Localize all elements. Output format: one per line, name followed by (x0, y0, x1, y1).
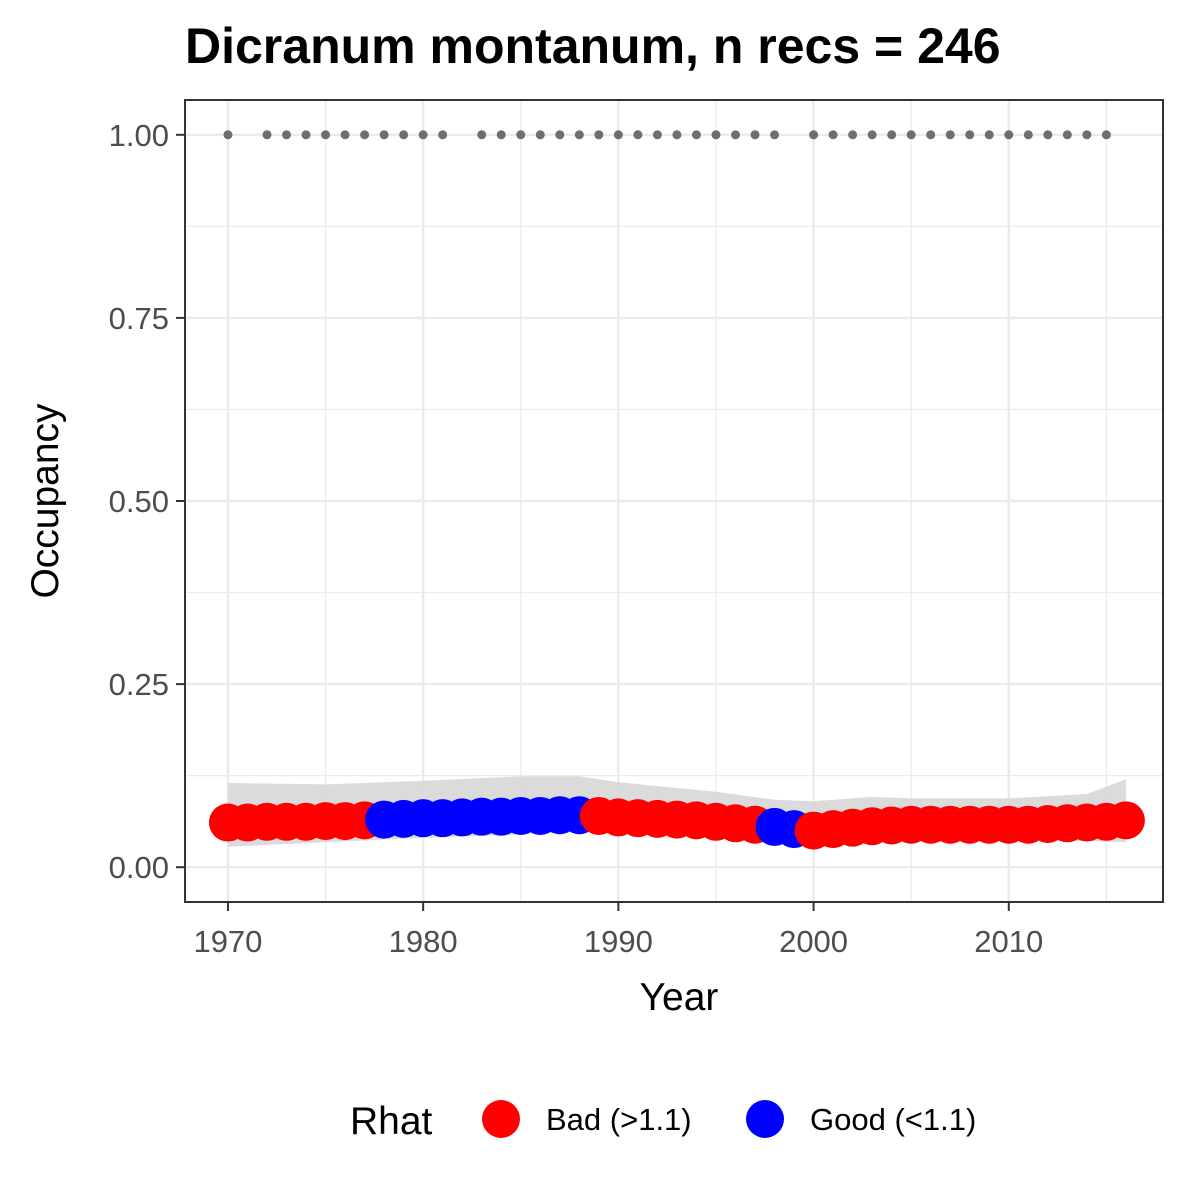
record-point (770, 130, 780, 140)
record-point (906, 130, 916, 140)
legend-key-bad (482, 1100, 520, 1138)
legend-title: Rhat (350, 1100, 433, 1143)
record-point (887, 130, 897, 140)
record-point (691, 130, 701, 140)
record-point (360, 130, 370, 140)
record-point (613, 130, 623, 140)
record-point (809, 130, 819, 140)
record-point (848, 130, 858, 140)
record-point (750, 130, 760, 140)
record-point (926, 130, 936, 140)
record-point (555, 130, 565, 140)
record-point (1101, 130, 1111, 140)
record-point (477, 130, 487, 140)
occupancy-point (1106, 801, 1145, 840)
record-point (1062, 130, 1072, 140)
record-point (945, 130, 955, 140)
record-point (672, 130, 682, 140)
record-point (652, 130, 662, 140)
y-axis: 0.00 0.25 0.50 0.75 1.00 (109, 118, 185, 885)
record-point (1082, 130, 1092, 140)
x-tick-label: 1990 (584, 924, 653, 959)
record-point (984, 130, 994, 140)
record-point (340, 130, 350, 140)
record-point (418, 130, 428, 140)
record-point (321, 130, 331, 140)
records (223, 130, 1111, 140)
record-point (496, 130, 506, 140)
x-tick-label: 1970 (193, 924, 262, 959)
record-point (262, 130, 272, 140)
x-tick-label: 2000 (779, 924, 848, 959)
y-tick-label: 0.25 (109, 667, 169, 702)
chart-title: Dicranum montanum, n recs = 246 (185, 18, 1001, 74)
x-tick-label: 1980 (389, 924, 458, 959)
record-point (594, 130, 604, 140)
record-point (867, 130, 877, 140)
record-point (633, 130, 643, 140)
record-point (516, 130, 526, 140)
legend: Rhat Bad (>1.1) Good (<1.1) (350, 1100, 976, 1143)
record-point (711, 130, 721, 140)
record-point (535, 130, 545, 140)
legend-label-bad: Bad (>1.1) (546, 1102, 692, 1137)
legend-label-good: Good (<1.1) (810, 1102, 976, 1137)
record-point (379, 130, 389, 140)
record-point (1043, 130, 1053, 140)
record-point (1004, 130, 1014, 140)
record-point (438, 130, 448, 140)
x-axis: 1970 1980 1990 2000 2010 (193, 902, 1043, 959)
record-point (399, 130, 409, 140)
grid (185, 100, 1163, 902)
y-tick-label: 0.00 (109, 850, 169, 885)
occupancy-points (208, 796, 1145, 850)
y-tick-label: 0.75 (109, 301, 169, 336)
y-axis-title: Occupancy (24, 403, 67, 599)
legend-key-good (746, 1100, 784, 1138)
record-point (301, 130, 311, 140)
record-point (828, 130, 838, 140)
y-tick-label: 1.00 (109, 118, 169, 153)
record-point (1023, 130, 1033, 140)
y-tick-label: 0.50 (109, 484, 169, 519)
record-point (965, 130, 975, 140)
record-point (223, 130, 233, 140)
x-axis-title: Year (640, 976, 719, 1019)
x-tick-label: 2010 (974, 924, 1043, 959)
record-point (282, 130, 292, 140)
record-point (574, 130, 584, 140)
record-point (730, 130, 740, 140)
